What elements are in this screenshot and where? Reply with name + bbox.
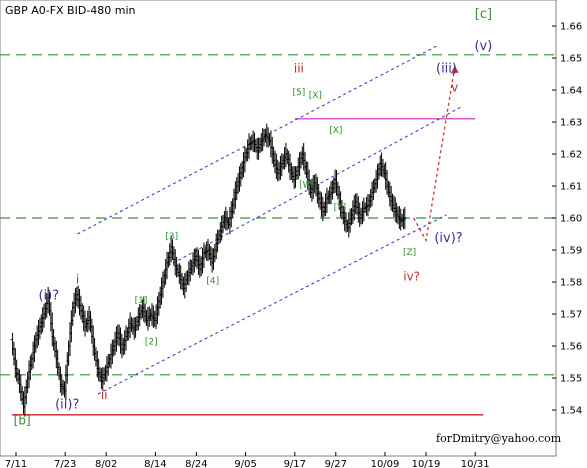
credit-text: forDmitry@yahoo.com (436, 432, 562, 445)
forecast-path (413, 67, 456, 243)
wave-label: iv? (403, 269, 420, 283)
x-tick-label: 8/14 (144, 459, 166, 468)
wave-label: [X] (309, 91, 322, 101)
y-tick-label: 1.65 (560, 54, 582, 65)
y-tick-label: 1.63 (560, 118, 582, 129)
trend-channel-line (77, 44, 439, 235)
wave-label: (iii) (436, 61, 457, 76)
x-tick-label: 8/24 (185, 459, 207, 468)
forecast-arrowhead (450, 65, 459, 74)
x-tick-label: 8/02 (95, 459, 117, 468)
trend-channel-line (167, 105, 464, 267)
wave-label: i (76, 273, 79, 287)
x-tick-label: 9/17 (284, 459, 306, 468)
wave-label: [X] (329, 126, 342, 136)
y-tick-label: 1.57 (560, 310, 582, 321)
wave-label: [Z] (403, 248, 416, 258)
y-tick-label: 1.55 (560, 374, 582, 385)
wave-label: [5] (293, 88, 306, 98)
wave-label: ii (101, 388, 108, 402)
wave-label: [b] (14, 413, 31, 427)
y-tick-label: 1.56 (560, 342, 582, 353)
wave-label: (v) (474, 39, 492, 54)
chart-title: GBP A0-FX BID-480 min (5, 4, 136, 17)
x-tick-label: 9/05 (234, 459, 256, 468)
x-tick-label: 10/09 (371, 459, 400, 468)
wave-label: (iv)? (434, 231, 462, 246)
wave-label: v (451, 81, 458, 95)
x-tick-label: 10/19 (412, 459, 441, 468)
y-tick-label: 1.60 (560, 214, 582, 225)
y-tick-label: 1.54 (560, 406, 582, 417)
y-tick-label: 1.58 (560, 278, 582, 289)
y-tick-label: 1.66 (560, 22, 582, 33)
wave-label: (ii)? (55, 397, 79, 412)
y-tick-label: 1.64 (560, 86, 582, 97)
plot-area (0, 0, 557, 457)
wave-label: [Y] (334, 203, 347, 213)
wave-label: [2] (145, 337, 158, 347)
wave-label: (i)? (38, 289, 59, 304)
trend-channel-line (97, 214, 447, 395)
y-tick-label: 1.61 (560, 182, 582, 193)
y-tick-label: 1.62 (560, 150, 582, 161)
wave-label: [c] (475, 7, 492, 22)
wave-label: [1] (135, 296, 148, 306)
x-tick-label: 7/23 (54, 459, 76, 468)
x-tick-label: 9/27 (325, 459, 347, 468)
wave-label: [4] (206, 277, 219, 287)
wave-label: [W] (299, 181, 315, 191)
wave-label: [3] (165, 232, 178, 242)
wave-label: iii (294, 61, 304, 75)
x-tick-label: 10/31 (461, 459, 490, 468)
x-tick-label: 7/11 (5, 459, 27, 468)
y-tick-label: 1.59 (560, 246, 582, 257)
